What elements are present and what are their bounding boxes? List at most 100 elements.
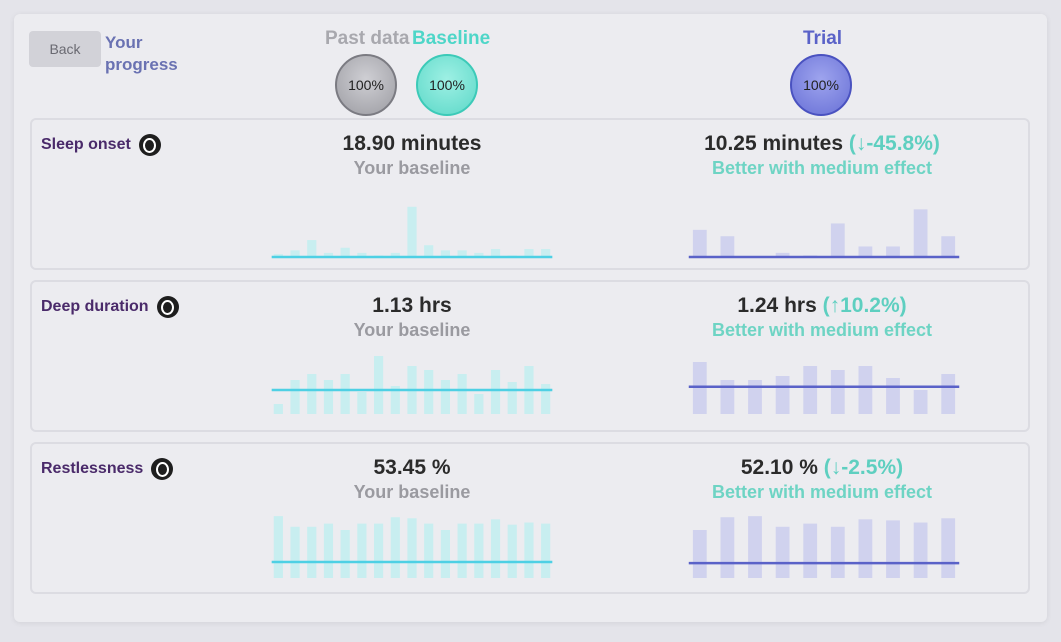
baseline-bar <box>541 523 551 578</box>
baseline-bar <box>373 356 384 414</box>
baseline-bar <box>457 374 467 414</box>
past-data-toggle[interactable]: 100% <box>335 54 397 116</box>
baseline-bar <box>507 524 517 578</box>
baseline-bar <box>323 380 334 414</box>
baseline-caption: Your baseline <box>353 482 471 502</box>
trial-bar <box>858 366 873 414</box>
trial-bar <box>941 236 956 258</box>
trial-bar <box>858 246 873 258</box>
trial-caption: Better with medium effect <box>711 482 933 502</box>
baseline-percent: 100% <box>429 77 465 93</box>
trial-bar <box>775 526 790 578</box>
baseline-bar-chart <box>271 516 553 578</box>
baseline-bar <box>457 250 467 258</box>
trial-percent: 100% <box>803 77 839 93</box>
baseline-bar <box>323 523 334 578</box>
trial-value: 1.24 hrs <box>737 294 817 317</box>
baseline-bar <box>307 374 317 414</box>
trial-bar <box>941 518 956 578</box>
trial-bar <box>720 517 735 578</box>
baseline-bar <box>273 404 283 414</box>
trial-delta: (↓-45.8%) <box>848 132 940 155</box>
baseline-bar-chart <box>271 206 553 259</box>
baseline-bar <box>390 386 400 414</box>
trial-bar <box>913 522 928 578</box>
baseline-bar <box>340 374 350 414</box>
trial-bar <box>830 370 845 414</box>
info-icon[interactable] <box>156 296 179 318</box>
baseline-bar <box>457 523 467 578</box>
baseline-value: 53.45 % <box>373 456 451 479</box>
trial-label: Trial <box>803 28 843 49</box>
trial-bar-chart <box>688 362 960 414</box>
trial-bar-chart <box>688 516 960 578</box>
trial-value-row: 52.10 % (↓-2.5%) <box>652 456 992 480</box>
trial-bar <box>803 523 818 578</box>
trial-bar <box>913 390 928 414</box>
trial-bar <box>692 530 707 578</box>
past-data-label: Past data <box>325 28 410 49</box>
metric-card-sleep-onset: Sleep onset 18.90 minutes Your baseline … <box>30 118 1030 270</box>
baseline-bar <box>407 518 417 578</box>
baseline-bar <box>290 380 300 414</box>
back-button[interactable]: Back <box>29 31 101 67</box>
baseline-bar <box>357 252 367 258</box>
info-icon[interactable] <box>151 458 174 480</box>
trial-value: 52.10 % <box>740 456 818 479</box>
baseline-bar <box>357 392 367 414</box>
trial-bar <box>830 526 845 578</box>
baseline-bar <box>390 517 400 578</box>
past-data-percent: 100% <box>348 77 384 93</box>
baseline-bar <box>440 380 451 414</box>
trial-bar <box>720 236 735 258</box>
baseline-bar <box>407 206 417 258</box>
trial-delta: (↑10.2%) <box>822 294 907 317</box>
metric-name-row: Restlessness <box>41 458 174 480</box>
trial-toggle[interactable]: 100% <box>790 54 852 116</box>
baseline-bar <box>273 516 283 578</box>
trial-bar <box>720 380 735 414</box>
baseline-bar <box>424 245 434 258</box>
baseline-bar <box>340 247 350 258</box>
page-title: Your progress <box>105 33 178 74</box>
metric-name-row: Deep duration <box>41 296 179 318</box>
baseline-bar <box>290 250 300 258</box>
baseline-bar <box>474 523 484 578</box>
baseline-bar <box>390 252 400 258</box>
trial-delta: (↓-2.5%) <box>823 456 904 479</box>
baseline-bar <box>440 250 451 258</box>
baseline-bar <box>357 523 367 578</box>
metric-name: Restlessness <box>41 460 144 477</box>
baseline-bar <box>307 240 317 258</box>
baseline-toggle[interactable]: 100% <box>416 54 478 116</box>
trial-bar <box>941 374 956 414</box>
baseline-bar <box>490 249 501 258</box>
baseline-value: 1.13 hrs <box>372 294 452 317</box>
baseline-caption: Your baseline <box>353 158 471 178</box>
baseline-bar <box>474 394 484 414</box>
metric-name: Sleep onset <box>41 136 131 153</box>
baseline-bar <box>490 370 501 414</box>
baseline-bar <box>524 522 534 578</box>
baseline-bar <box>524 249 534 258</box>
trial-value-row: 1.24 hrs (↑10.2%) <box>652 294 992 318</box>
trial-bar <box>886 246 900 258</box>
trial-bar <box>803 366 818 414</box>
baseline-bar-chart <box>271 356 553 414</box>
metric-name-row: Sleep onset <box>41 134 161 156</box>
baseline-bar <box>323 252 334 258</box>
trial-bar <box>692 229 707 258</box>
baseline-bar <box>507 382 517 414</box>
trial-value-row: 10.25 minutes (↓-45.8%) <box>652 132 992 156</box>
baseline-bar <box>541 249 551 258</box>
trial-bar-chart <box>688 209 960 259</box>
trial-bar <box>748 380 762 414</box>
metric-card-restlessness: Restlessness 53.45 % Your baseline 52.10… <box>30 442 1030 594</box>
trial-bar <box>886 520 900 578</box>
baseline-caption: Your baseline <box>353 320 471 340</box>
baseline-bar <box>290 526 300 578</box>
metric-name: Deep duration <box>41 298 149 315</box>
trial-bar <box>886 378 900 414</box>
info-icon[interactable] <box>138 134 161 156</box>
trial-value: 10.25 minutes <box>704 132 844 155</box>
